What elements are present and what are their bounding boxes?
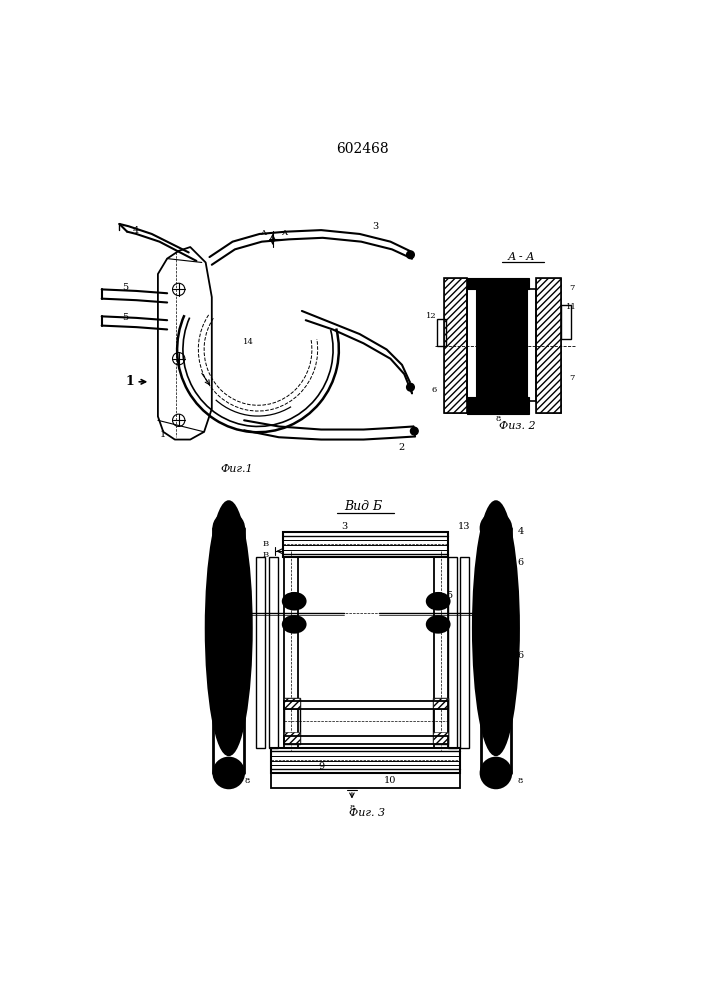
Bar <box>284 557 298 748</box>
Circle shape <box>481 758 511 788</box>
Text: 4: 4 <box>518 527 524 536</box>
Text: 3: 3 <box>372 222 378 231</box>
Bar <box>448 557 457 748</box>
Circle shape <box>481 513 511 544</box>
Ellipse shape <box>473 501 519 755</box>
Text: 9: 9 <box>318 762 325 771</box>
Bar <box>271 748 460 773</box>
Text: 13: 13 <box>458 522 471 531</box>
Bar <box>527 289 536 401</box>
Bar <box>477 291 527 400</box>
Text: 11: 11 <box>566 303 577 311</box>
Ellipse shape <box>426 616 450 633</box>
Text: 5: 5 <box>446 591 452 600</box>
Bar <box>284 698 300 744</box>
Ellipse shape <box>283 616 305 633</box>
Bar <box>444 278 467 413</box>
Text: 8: 8 <box>496 415 501 423</box>
Text: Вид Б: Вид Б <box>344 500 382 513</box>
Circle shape <box>214 513 244 544</box>
Text: 6: 6 <box>518 651 524 660</box>
Text: 1: 1 <box>126 375 134 388</box>
Bar <box>561 305 571 339</box>
Circle shape <box>411 427 418 435</box>
Bar <box>433 732 448 744</box>
Bar <box>284 698 300 709</box>
Text: A: A <box>281 229 287 237</box>
Bar <box>437 319 446 346</box>
Bar <box>536 278 561 413</box>
Bar <box>271 773 460 788</box>
Bar <box>444 278 467 413</box>
Ellipse shape <box>426 593 450 610</box>
Text: А - А: А - А <box>508 252 535 262</box>
Ellipse shape <box>283 593 305 610</box>
Text: B: B <box>263 540 269 548</box>
Bar <box>434 557 448 748</box>
Text: 12: 12 <box>426 312 437 320</box>
Bar <box>269 557 278 748</box>
Bar <box>467 289 477 401</box>
Text: Физ. 2: Физ. 2 <box>499 421 536 431</box>
Text: 3: 3 <box>341 522 347 531</box>
Text: 10: 10 <box>385 776 397 785</box>
Text: 14: 14 <box>243 338 253 346</box>
Text: A: A <box>260 229 267 237</box>
Bar <box>283 532 448 557</box>
Bar <box>284 736 448 744</box>
Circle shape <box>407 251 414 259</box>
Text: B: B <box>263 551 269 559</box>
Text: 7: 7 <box>569 374 575 382</box>
Bar <box>460 557 469 748</box>
Text: 6: 6 <box>431 385 437 393</box>
Bar <box>256 557 265 748</box>
Text: 2: 2 <box>399 443 405 452</box>
Text: 8: 8 <box>349 804 355 812</box>
Text: Фиг.1: Фиг.1 <box>220 464 253 474</box>
Circle shape <box>407 383 414 391</box>
Text: 5: 5 <box>122 313 128 322</box>
Bar <box>433 698 448 744</box>
Text: Фиг. 3: Фиг. 3 <box>349 808 385 818</box>
Bar <box>284 732 300 744</box>
Text: 602468: 602468 <box>336 142 388 156</box>
Bar <box>536 278 561 413</box>
Text: 8: 8 <box>518 777 523 785</box>
Text: 7: 7 <box>569 284 575 292</box>
Bar <box>467 278 529 289</box>
Bar <box>433 698 448 709</box>
Text: 5: 5 <box>122 283 128 292</box>
Text: 6: 6 <box>518 558 524 567</box>
Text: 8: 8 <box>244 777 250 785</box>
Bar <box>284 701 448 709</box>
Text: 4: 4 <box>133 226 139 235</box>
Ellipse shape <box>206 501 252 755</box>
Circle shape <box>214 758 244 788</box>
Text: 1: 1 <box>160 430 166 439</box>
Bar <box>467 397 529 414</box>
